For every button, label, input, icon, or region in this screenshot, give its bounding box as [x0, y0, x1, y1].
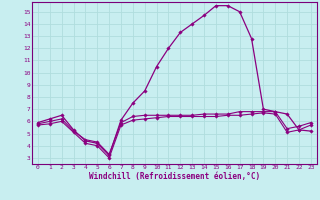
X-axis label: Windchill (Refroidissement éolien,°C): Windchill (Refroidissement éolien,°C) [89, 172, 260, 181]
